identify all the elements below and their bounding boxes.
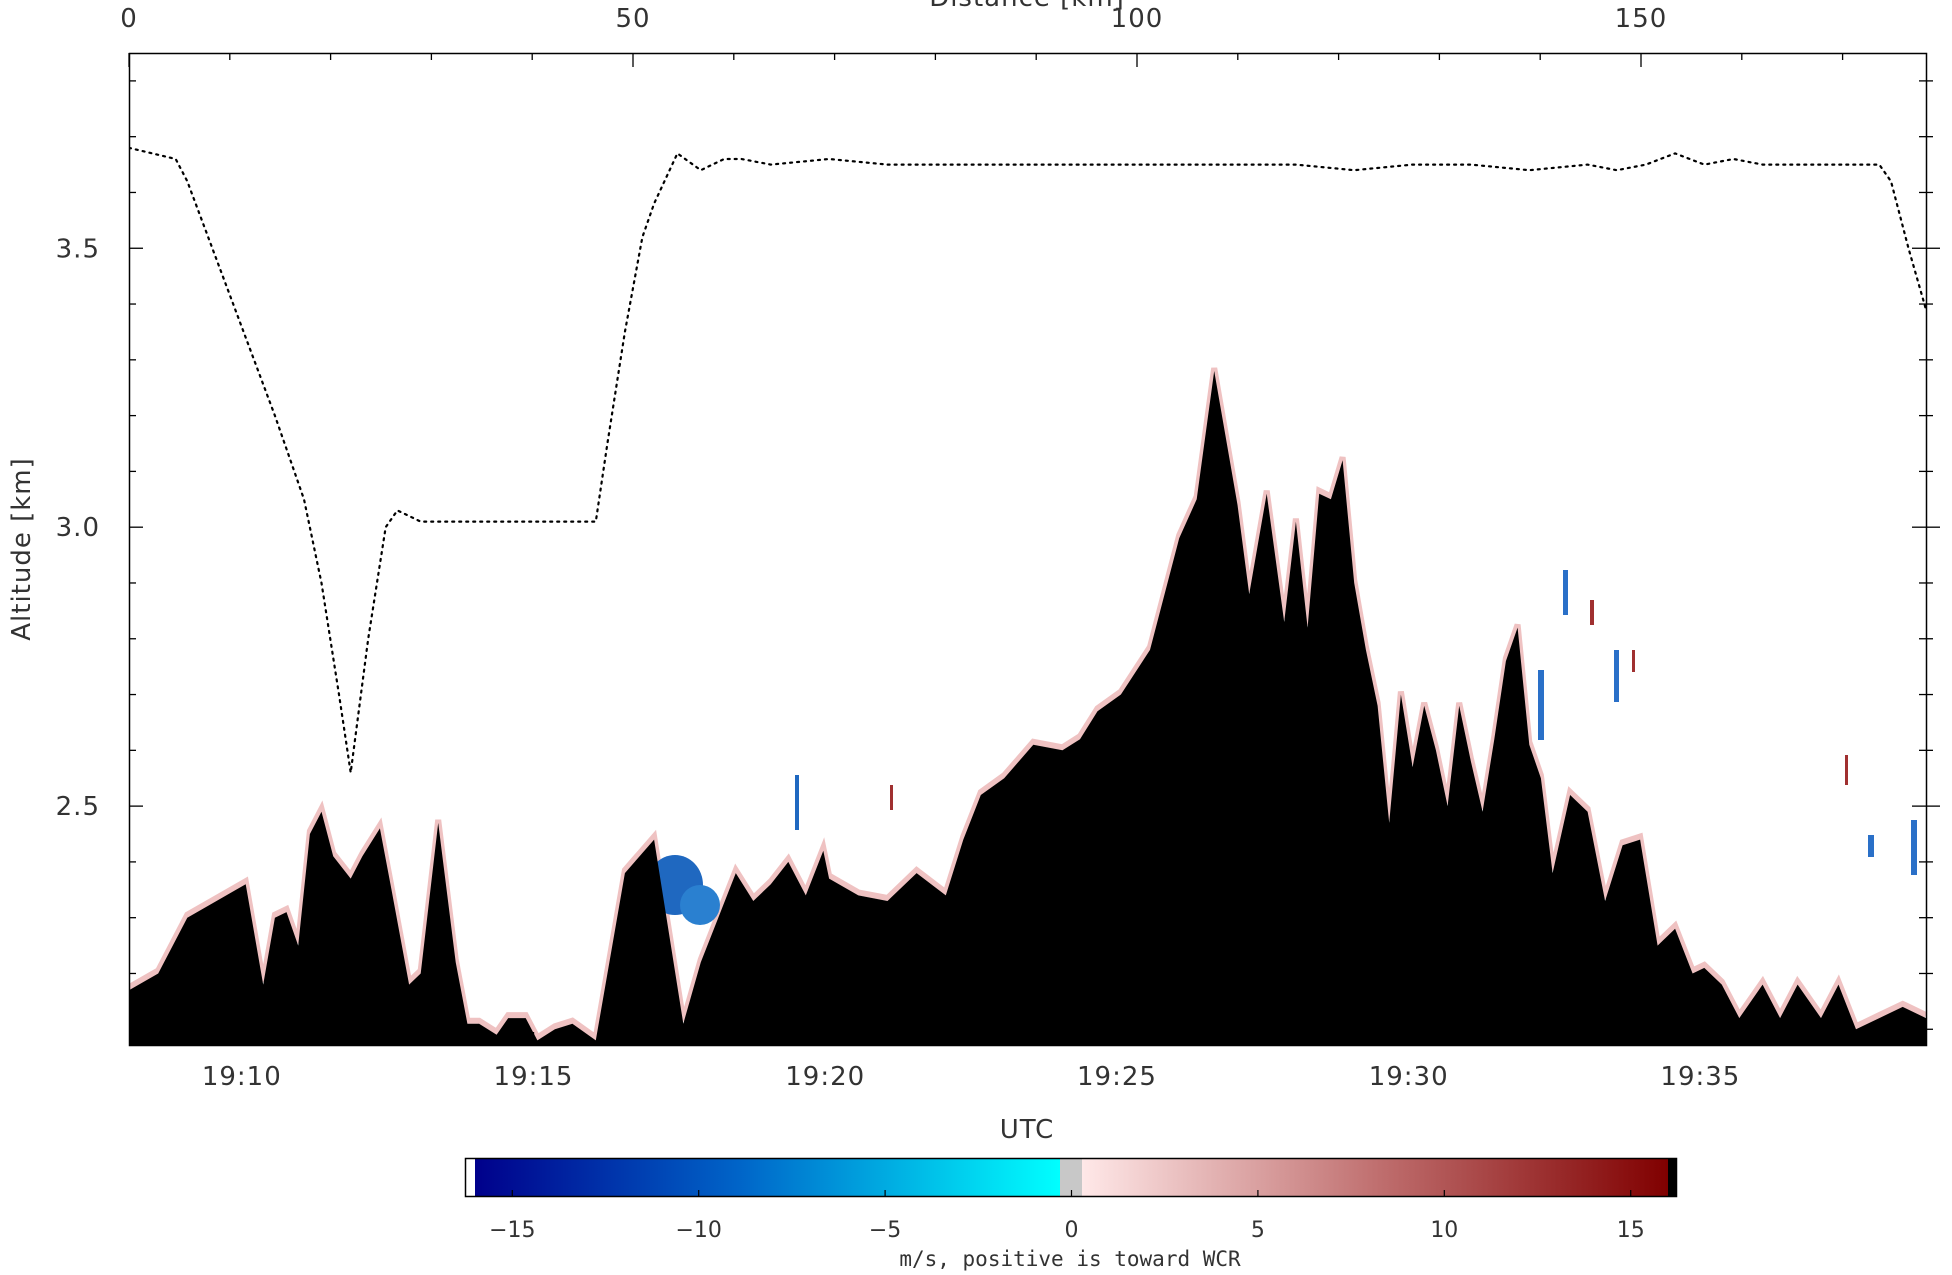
y-axis-title: Altitude [km] [7,457,37,641]
colorbar-tick-label: 0 [1065,1218,1079,1243]
flight-altitude-line [129,146,1926,773]
x-tick-label: 19:30 [1369,1062,1449,1092]
blue-velocity-patch [1614,650,1619,702]
x-tick-label: 19:10 [202,1062,282,1092]
blue-velocity-patch [1538,670,1544,740]
x-tick-label: 19:15 [494,1062,574,1092]
red-velocity-patch [890,785,893,810]
blue-velocity-patch [1563,570,1568,615]
y-tick-label: 3.5 [56,234,100,264]
echo-area [129,371,1926,1046]
colorbar-tick-label: 10 [1430,1218,1458,1243]
colorbar-negative [475,1158,1060,1197]
colorbar-title: m/s, positive is toward WCR [899,1247,1241,1271]
blue-velocity-patch [1911,820,1917,875]
blue-velocity-patch [680,885,720,925]
top-tick-label: 0 [120,4,138,34]
colorbar-tick-label: −15 [489,1218,535,1243]
top-axis-title: Distance [km] [929,0,1125,13]
colorbar-tick-label: 15 [1617,1218,1645,1243]
red-velocity-patch [1845,755,1848,785]
blue-velocity-patch [1868,835,1874,857]
x-axis-title: UTC [1000,1115,1055,1145]
x-tick-label: 19:35 [1660,1062,1740,1092]
x-tick-label: 19:20 [785,1062,865,1092]
colorbar-zero [1060,1158,1082,1197]
blue-velocity-patch [795,775,799,830]
y-tick-label: 3.0 [56,513,100,543]
colorbar: −15 −10 −5 0 5 10 15 m/s, positive is toward W… [464,1157,1678,1271]
colorbar-tick-label: 5 [1251,1218,1265,1243]
colorbar-tick-label: −5 [869,1218,901,1243]
colorbar-tick-label: −10 [675,1218,721,1243]
colorbar-underflow [465,1158,475,1197]
plot-frame [128,52,1928,1047]
x-tick-label: 19:25 [1077,1062,1157,1092]
red-velocity-patch [1632,650,1635,672]
top-tick-label: 150 [1615,4,1668,34]
colorbar-positive [1082,1158,1668,1197]
top-tick-label: 100 [1111,4,1164,34]
y-tick-label: 2.5 [56,792,100,822]
red-velocity-patch [1590,600,1594,625]
top-tick-label: 50 [615,4,650,34]
colorbar-overflow [1668,1158,1676,1197]
